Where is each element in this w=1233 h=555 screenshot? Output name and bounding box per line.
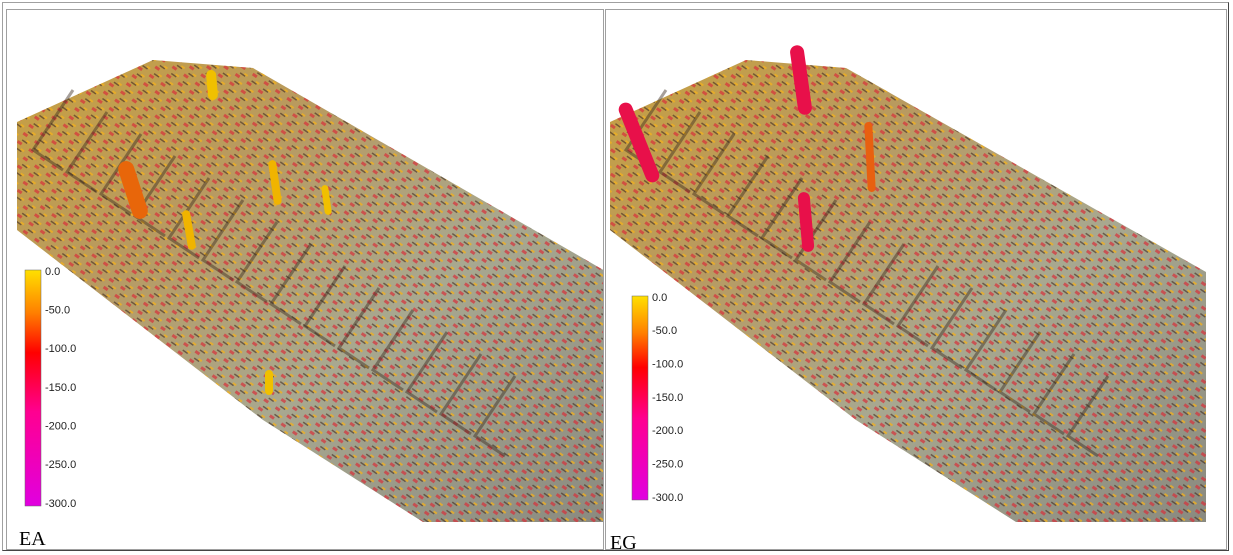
legend-label: -100.0 xyxy=(45,343,76,355)
terrain-figure: 0.0 -50.0 -100.0 -150.0 -200.0 -250.0 -300.0 xyxy=(7,10,603,550)
colorbar xyxy=(632,296,648,500)
terrain-texture xyxy=(17,60,603,522)
caption: EG xyxy=(610,532,637,555)
legend-label: 0.0 xyxy=(652,292,667,304)
legend-label: -50.0 xyxy=(45,305,70,317)
table-cell: 0.0 -50.0 -100.0 -150.0 -200.0 -250.0 -300.0 E… xyxy=(6,9,604,550)
colorbar xyxy=(25,270,41,506)
page: 0.0 -50.0 -100.0 -150.0 -200.0 -250.0 -300.0 E… xyxy=(0,0,1233,553)
table-cell: 0.0-50.0-100.0-150.0-200.0-250.0-300.0 E… xyxy=(605,9,1227,550)
legend-label: -250.0 xyxy=(652,459,683,471)
legend-label: -150.0 xyxy=(45,382,76,394)
legend-label: -200.0 xyxy=(45,421,76,433)
caption: EA xyxy=(19,528,46,551)
legend-label: -50.0 xyxy=(652,325,677,337)
legend-label: -300.0 xyxy=(45,498,76,510)
table: 0.0 -50.0 -100.0 -150.0 -200.0 -250.0 -300.0 E… xyxy=(2,2,1229,551)
legend-label: -150.0 xyxy=(652,392,683,404)
legend-label: 0.0 xyxy=(45,266,60,278)
pillar xyxy=(265,370,273,395)
legend-label: -250.0 xyxy=(45,459,76,471)
terrain-texture xyxy=(610,60,1206,522)
terrain-figure: 0.0 -50.0 -100.0 -150.0 -200.0 -250.0 -300.0 xyxy=(606,10,1226,550)
legend-label: -100.0 xyxy=(652,359,683,371)
legend-label: -200.0 xyxy=(652,425,683,437)
legend-label: -300.0 xyxy=(652,492,683,504)
